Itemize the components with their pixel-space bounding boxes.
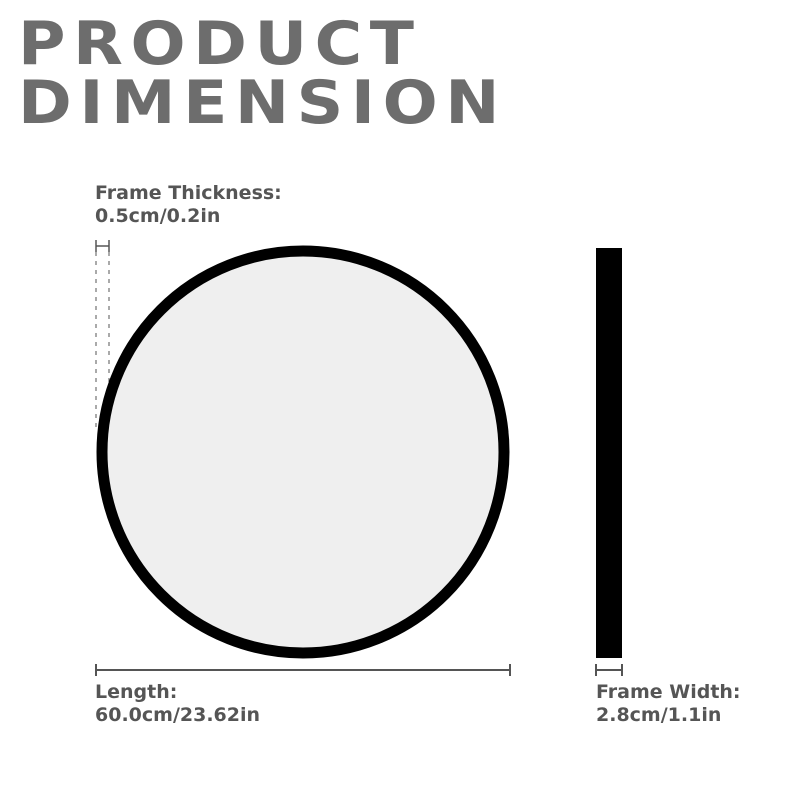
width-marker [595,664,623,676]
round-mirror [96,245,510,659]
title-line-2: DIMENSION [18,68,508,138]
frame-width-title: Frame Width: [596,681,741,703]
thickness-marker [95,240,110,430]
length-label: Length: 60.0cm/23.62in [95,681,260,727]
mirror-side-profile [596,248,622,658]
frame-thickness-value: 0.5cm/0.2in [95,205,221,227]
frame-thickness-title: Frame Thickness: [95,182,282,204]
length-marker [95,664,511,676]
length-title: Length: [95,681,178,703]
title-line-1: PRODUCT [18,9,422,79]
frame-width-value: 2.8cm/1.1in [596,704,722,726]
length-value: 60.0cm/23.62in [95,704,261,726]
frame-width-label: Frame Width: 2.8cm/1.1in [596,681,741,727]
frame-thickness-label: Frame Thickness: 0.5cm/0.2in [95,182,282,228]
